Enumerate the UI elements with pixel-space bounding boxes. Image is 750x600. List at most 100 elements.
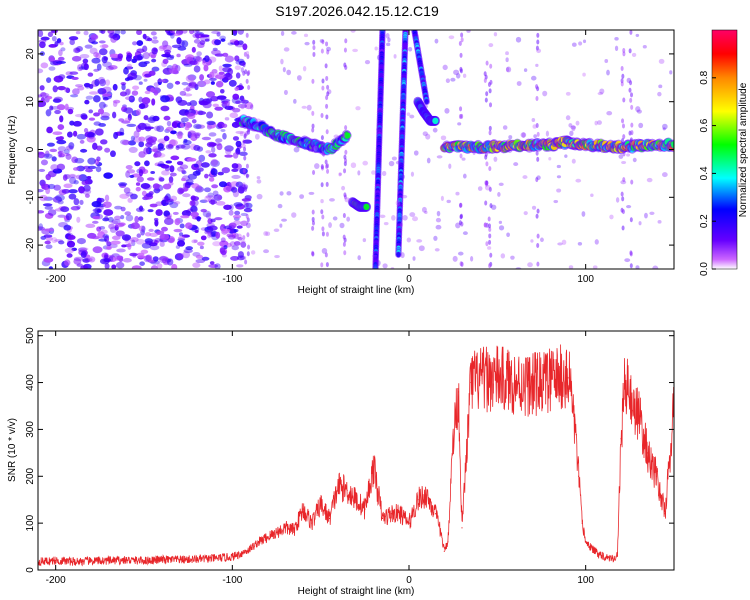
spectrogram-cell bbox=[321, 214, 325, 220]
spectrogram-cell bbox=[104, 147, 111, 153]
spectrogram-cell bbox=[174, 253, 184, 261]
spectrogram-cell bbox=[46, 126, 53, 134]
spectrogram-cell bbox=[224, 55, 234, 63]
spectrogram-cell bbox=[240, 241, 247, 248]
spectrogram-cell bbox=[314, 163, 320, 169]
spectrogram-cell bbox=[76, 237, 86, 245]
spectrogram-cell bbox=[230, 228, 235, 234]
spectrogram-cell bbox=[112, 101, 118, 107]
spectrogram-cell bbox=[121, 83, 126, 91]
spectrogram-cell bbox=[635, 265, 640, 269]
spectrogram-cell bbox=[205, 212, 212, 219]
spectrogram-cell bbox=[459, 261, 463, 267]
spectrogram-cell bbox=[137, 53, 144, 61]
spectrogram-cell bbox=[217, 171, 224, 176]
snr-x-tick-label: -200 bbox=[46, 575, 66, 586]
spectrogram-cell bbox=[191, 183, 200, 189]
snr-y-label: SNR (10 * v/v) bbox=[7, 418, 18, 482]
spectrogram-cell bbox=[142, 51, 150, 60]
spectrogram-cell bbox=[350, 162, 357, 169]
spectrogram-cell bbox=[98, 238, 108, 242]
spectrogram-cell bbox=[162, 67, 173, 75]
spectrogram-cell bbox=[203, 79, 211, 85]
snr-data-point bbox=[532, 384, 534, 386]
spectrogram-cell bbox=[168, 176, 174, 184]
spectrogram-cell bbox=[237, 30, 244, 35]
spectrogram-cell bbox=[108, 223, 116, 230]
spectrogram-cell bbox=[209, 77, 217, 82]
spectrogram-cell bbox=[243, 200, 247, 206]
spectrogram-cell bbox=[242, 182, 246, 186]
spectrogram-cell bbox=[578, 41, 583, 46]
spectrogram-cell bbox=[343, 192, 347, 198]
snr-data-point bbox=[408, 522, 410, 524]
spectrogram-cell bbox=[83, 184, 91, 192]
spectrogram-cell bbox=[102, 93, 112, 97]
spectrogram-cell bbox=[161, 170, 170, 176]
spectrogram-cell bbox=[216, 32, 221, 37]
spectrogram-cell bbox=[531, 205, 537, 210]
spectrogram-cell bbox=[129, 252, 138, 257]
spectrogram-cell bbox=[185, 74, 196, 83]
spectrogram-cell bbox=[97, 197, 105, 203]
spectrogram-cell bbox=[150, 87, 155, 93]
spectrogram-cell bbox=[118, 118, 125, 122]
spectrogram-cell bbox=[120, 214, 125, 220]
spectrogram-cell bbox=[299, 194, 305, 199]
spectrogram-cell bbox=[39, 85, 45, 91]
spectrogram-cell bbox=[487, 216, 491, 222]
spectrogram-cell bbox=[231, 30, 238, 34]
snr-data-point bbox=[178, 559, 180, 561]
spectrogram-cell bbox=[489, 79, 493, 85]
spectrogram-cell bbox=[127, 197, 133, 203]
spectrogram-cell bbox=[93, 95, 101, 103]
spectrogram-cell bbox=[53, 184, 61, 191]
spectrogram-cell bbox=[177, 166, 184, 172]
spectrogram-cell bbox=[61, 188, 71, 194]
spectrogram-cell bbox=[460, 37, 464, 43]
snr-data-point bbox=[258, 541, 260, 543]
spectrogram-cell bbox=[196, 111, 207, 116]
snr-data-point bbox=[284, 527, 286, 529]
spectrogram-cell bbox=[233, 228, 239, 233]
spectrogram-cell bbox=[103, 209, 114, 216]
spectrogram-cell bbox=[63, 149, 70, 155]
snr-data-point bbox=[567, 377, 569, 379]
spectrogram-cell bbox=[488, 233, 492, 239]
spectrogram-cell bbox=[218, 65, 223, 72]
snr-data-point bbox=[55, 560, 57, 562]
spectrogram-cell bbox=[155, 153, 166, 158]
spectrogram-cell bbox=[293, 146, 300, 153]
spectrogram-cell bbox=[245, 78, 249, 84]
spectrogram-cell bbox=[75, 174, 82, 180]
spectrogram-cell bbox=[220, 224, 225, 228]
spectrogram-cell bbox=[86, 176, 92, 180]
spectrogram-cell bbox=[355, 106, 361, 111]
spectrogram-cell bbox=[197, 241, 205, 246]
spectrogram-cell bbox=[182, 193, 191, 198]
spectrogram-cell bbox=[410, 171, 415, 177]
spectrogram-cell bbox=[138, 61, 148, 68]
spectrogram-cell bbox=[440, 195, 444, 202]
spectrogram-cell bbox=[462, 173, 467, 179]
spectrogram-cell bbox=[93, 51, 99, 58]
spectrogram-cell bbox=[44, 240, 51, 245]
spectrogram-cell bbox=[235, 130, 245, 135]
spectrogram-cell bbox=[312, 51, 316, 57]
spectrogram-cell bbox=[92, 246, 103, 254]
spectrogram-cell bbox=[175, 96, 183, 104]
spectrogram-cell bbox=[488, 43, 494, 48]
spectrogram-cell bbox=[116, 255, 124, 261]
spectrogram-cell bbox=[536, 175, 541, 180]
spectrogram-cell bbox=[51, 35, 57, 42]
spectrogram-cell bbox=[505, 66, 512, 73]
spectrogram-cell bbox=[207, 225, 218, 231]
spectrogram-cell bbox=[246, 232, 250, 238]
spectrogram-cell bbox=[385, 32, 390, 39]
spectrogram-cell bbox=[153, 153, 159, 158]
spectrogram-cell bbox=[204, 230, 210, 235]
snr-data-point bbox=[646, 452, 649, 454]
spectrogram-cell bbox=[575, 120, 580, 126]
spectrogram-cell bbox=[237, 40, 244, 45]
spectrogram-cell bbox=[193, 55, 201, 62]
